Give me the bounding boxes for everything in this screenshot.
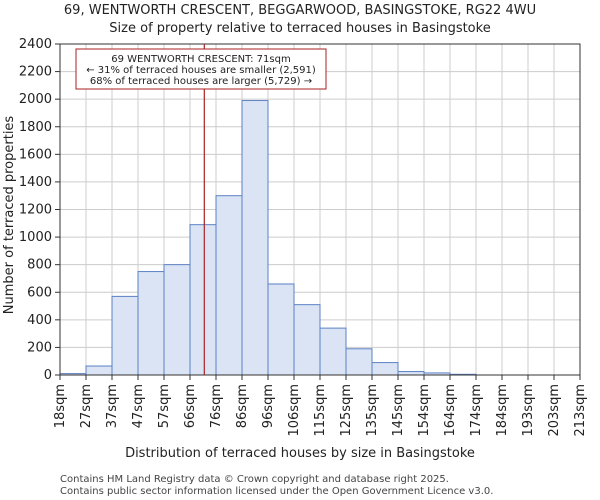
x-tick-label: 76sqm xyxy=(209,384,224,428)
y-tick-label: 200 xyxy=(27,340,52,355)
annotation-larger: 68% of terraced houses are larger (5,729… xyxy=(90,76,312,87)
y-tick-label: 2400 xyxy=(19,37,52,52)
y-tick-label: 800 xyxy=(27,258,52,273)
plot-area xyxy=(59,43,581,376)
x-tick-label: 154sqm xyxy=(417,384,432,437)
y-tick-label: 1200 xyxy=(19,203,52,218)
x-tick-label: 57sqm xyxy=(157,384,172,428)
x-tick-label: 164sqm xyxy=(443,384,458,437)
x-tick-label: 125sqm xyxy=(339,384,354,437)
y-tick-label: 600 xyxy=(27,285,52,300)
x-tick-label: 184sqm xyxy=(495,384,510,437)
footer-line-1: Contains HM Land Registry data © Crown c… xyxy=(60,474,449,485)
bar-47sqm xyxy=(137,271,165,376)
y-axis-label: Number of terraced properties xyxy=(2,116,17,315)
x-axis-label: Distribution of terraced houses by size … xyxy=(125,446,475,461)
x-tick-label: 203sqm xyxy=(547,384,562,437)
y-tick-label: 2000 xyxy=(19,92,52,107)
bar-125sqm xyxy=(345,348,373,376)
x-tick-label: 135sqm xyxy=(365,384,380,437)
gridlines xyxy=(59,43,581,376)
bar-96sqm xyxy=(267,283,295,376)
annotation-smaller: ← 31% of terraced houses are smaller (2,… xyxy=(86,65,316,76)
footer-line-2: Contains public sector information licen… xyxy=(60,486,493,497)
bar-27sqm xyxy=(85,365,113,376)
annotation-title: 69 WENTWORTH CRESCENT: 71sqm xyxy=(111,54,290,65)
bar-145sqm xyxy=(397,371,425,376)
bar-135sqm xyxy=(371,362,399,376)
annotation-frame xyxy=(75,48,327,90)
x-tick-label: 96sqm xyxy=(261,384,276,428)
y-tick-label: 2200 xyxy=(19,65,52,80)
y-tick-label: 1400 xyxy=(19,175,52,190)
y-tick-label: 1800 xyxy=(19,120,52,135)
x-tick-label: 193sqm xyxy=(521,384,536,437)
bar-37sqm xyxy=(111,295,139,376)
x-tick-label: 106sqm xyxy=(287,384,302,437)
x-tick-label: 86sqm xyxy=(235,384,250,428)
bar-66sqm xyxy=(189,224,217,376)
bar-76sqm xyxy=(215,195,243,376)
x-tick-label: 47sqm xyxy=(131,384,146,428)
y-ticks: 0 200 400 600 800 1000 1200 1400 1600 1800 2000 220… xyxy=(19,37,60,383)
chart-subtitle: Size of property relative to terraced ho… xyxy=(109,21,490,36)
x-tick-label: 115sqm xyxy=(313,384,328,437)
bar-86sqm xyxy=(241,100,269,376)
x-tick-label: 66sqm xyxy=(183,384,198,428)
x-tick-label: 174sqm xyxy=(469,384,484,437)
bar-115sqm xyxy=(319,327,347,376)
x-tick-label: 37sqm xyxy=(105,384,120,428)
bars xyxy=(59,100,477,376)
annotation-box: 69 WENTWORTH CRESCENT: 71sqm ← 31% of te… xyxy=(75,48,327,90)
y-tick-label: 1000 xyxy=(19,230,52,245)
bar-57sqm xyxy=(163,264,191,376)
x-tick-label: 213sqm xyxy=(573,384,588,437)
x-ticks: 18sqm 27sqm 37sqm 47sqm 57sqm 66sqm 76sqm 86sqm… xyxy=(53,375,588,437)
x-tick-label: 18sqm xyxy=(53,384,68,428)
chart-title: 69, WENTWORTH CRESCENT, BEGGARWOOD, BASI… xyxy=(64,3,536,18)
x-tick-label: 145sqm xyxy=(391,384,406,437)
y-tick-label: 1600 xyxy=(19,147,52,162)
y-tick-label: 400 xyxy=(27,313,52,328)
bar-106sqm xyxy=(293,304,321,376)
x-tick-label: 27sqm xyxy=(79,384,94,428)
y-tick-label: 0 xyxy=(44,368,52,383)
